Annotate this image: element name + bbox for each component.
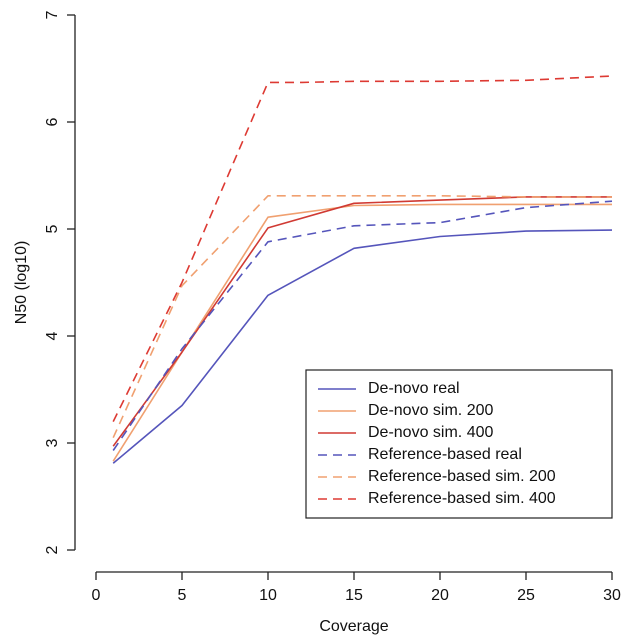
x-tick-label: 25 — [517, 587, 535, 604]
legend-label: Reference-based sim. 200 — [368, 468, 556, 485]
legend-box — [305, 369, 613, 519]
series-lines — [112, 75, 613, 464]
y-tick-label: 5 — [44, 224, 61, 233]
x-tick-label: 30 — [603, 587, 621, 604]
series-line-reference-based-sim-400 — [112, 75, 613, 422]
legend-label: De-novo sim. 400 — [368, 424, 493, 441]
x-tick-label: 5 — [178, 587, 187, 604]
y-axis-label: N50 (log10) — [13, 241, 30, 325]
x-tick-label: 0 — [92, 587, 101, 604]
series-line-de-novo-real — [112, 229, 613, 464]
legend: De-novo real De-novo sim. 200 De-novo sim.… — [305, 369, 613, 519]
series-line-de-novo-sim-400 — [112, 196, 612, 447]
y-tick-label: 3 — [44, 438, 61, 447]
x-tick-label: 20 — [431, 587, 449, 604]
legend-label: Reference-based sim. 400 — [368, 490, 556, 507]
x-tick-label: 15 — [345, 587, 363, 604]
y-tick-label: 4 — [44, 331, 61, 340]
legend-label: De-novo sim. 200 — [368, 402, 493, 419]
legend-label: Reference-based real — [368, 446, 522, 463]
axes: 0 5 10 15 20 25 30 2 3 4 5 6 7 — [44, 10, 621, 604]
y-tick-label: 6 — [44, 117, 61, 126]
y-tick-label: 7 — [44, 10, 61, 19]
x-axis-label: Coverage — [319, 618, 388, 635]
legend-label: De-novo real — [368, 380, 460, 397]
x-tick-label: 10 — [259, 587, 277, 604]
series-line-reference-based-sim-200 — [112, 195, 612, 439]
series-line-reference-based-real — [112, 200, 613, 451]
y-tick-label: 2 — [44, 545, 61, 554]
